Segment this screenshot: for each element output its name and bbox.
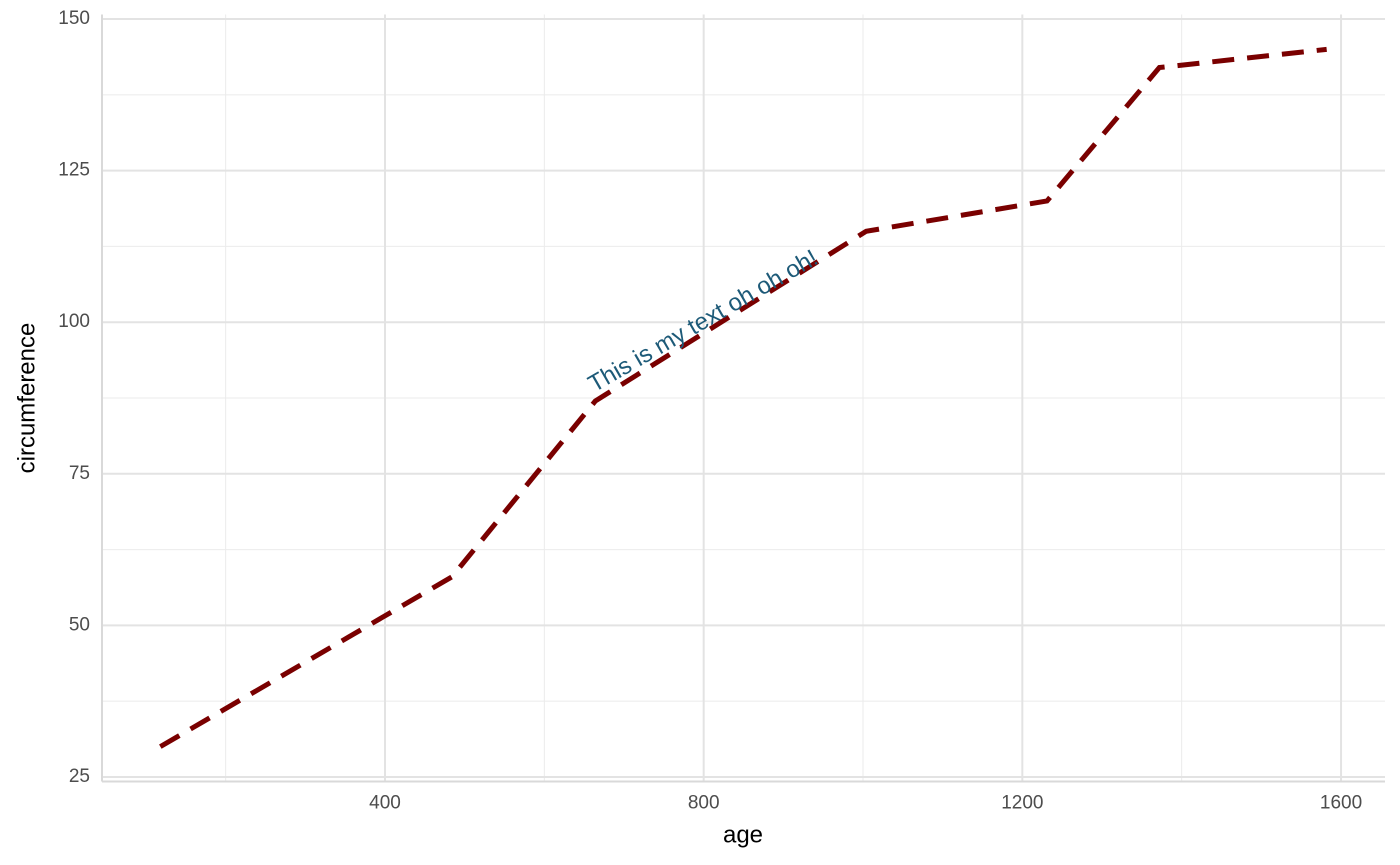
line [159,46,1327,749]
y-axis-title: circumference [13,323,40,474]
y-tick-label: 75 [69,463,90,484]
y-tick-label: 50 [69,614,90,635]
x-tick-label: 1600 [1320,793,1362,814]
x-axis-title: age [723,821,763,848]
x-tick-label: 400 [369,793,401,814]
x-tick-label: 1200 [1001,793,1043,814]
x-tick-label: 800 [688,793,720,814]
y-tick-label: 25 [69,766,90,787]
y-tick-label: 150 [58,8,90,29]
y-tick-label: 100 [58,311,90,332]
y-tick-label: 125 [58,160,90,181]
